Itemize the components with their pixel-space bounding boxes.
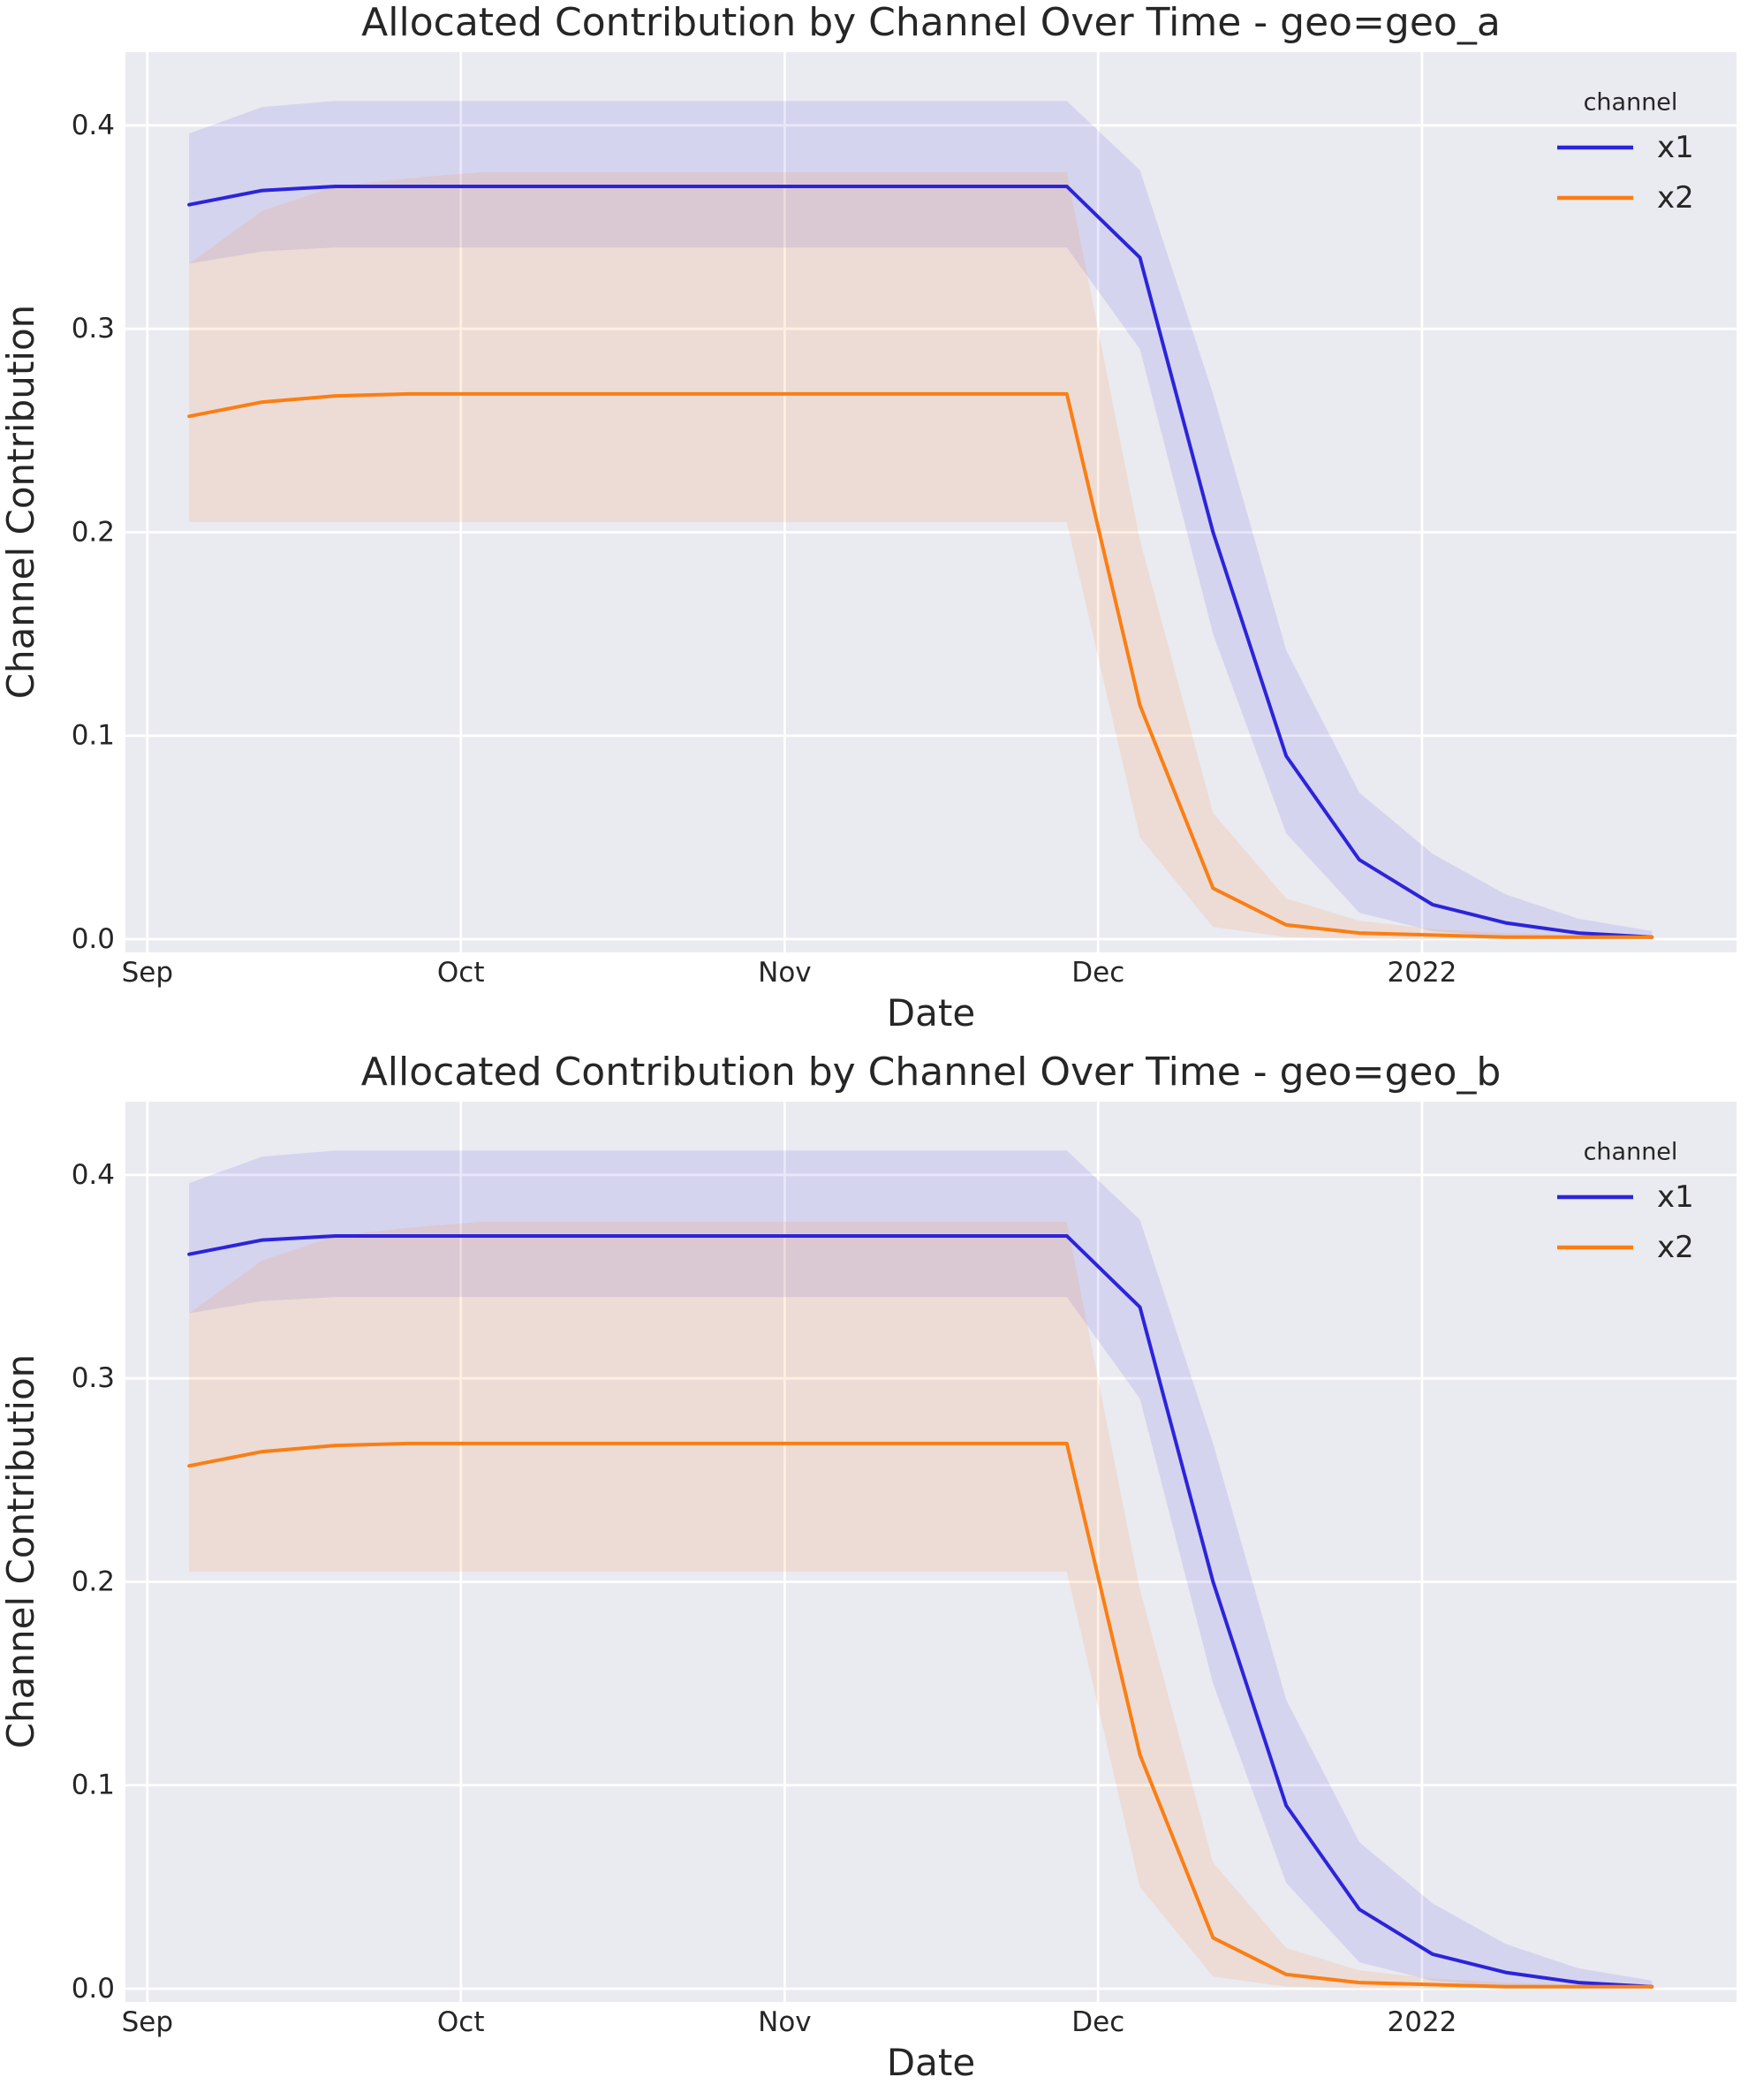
y-tick-label-0.1: 0.1 [72,720,115,752]
series-line-x1 [187,184,1654,939]
series-line-x2 [187,391,1654,939]
y-tick-label-0.4: 0.4 [72,1159,115,1191]
series-line-x2 [187,1441,1654,1989]
grid [125,52,1737,952]
x-tick-label-Oct: Oct [437,2006,485,2038]
y-tick-labels: 0.0 0.1 0.2 0.3 0.4 [72,1159,115,2005]
ci-band-x1 [189,1150,1653,1990]
plot-background [125,1102,1737,2002]
y-tick-label-0.2: 0.2 [72,1566,115,1597]
x-tick-label-Oct: Oct [437,957,485,989]
y-tick-label-0.3: 0.3 [72,313,115,345]
y-tick-label-0.1: 0.1 [72,1770,115,1801]
chart-title: Allocated Contribution by Channel Over T… [361,1050,1502,1095]
grid [125,1102,1737,2002]
x-axis-label: Date [887,2041,975,2084]
x-tick-label-Dec: Dec [1071,957,1124,989]
legend: channel x1 x2 [1557,1139,1694,1265]
chart-geo-a: Sep Oct Nov Dec 2022 0.0 0.1 0.2 0.3 0.4 Allocat… [0,0,1737,1035]
y-axis-label: Channel Contribution [0,305,42,700]
ci-band-x2 [189,171,1653,940]
series-lines [187,1233,1654,1989]
x-tick-label-Sep: Sep [122,957,173,989]
y-tick-label-0.2: 0.2 [72,516,115,548]
ci-band-x2 [189,1221,1653,1990]
x-tick-label-2022: 2022 [1388,957,1457,989]
x-tick-label-Dec: Dec [1071,2006,1124,2038]
legend-label-x2: x2 [1657,180,1694,216]
series-line-x1 [187,1233,1654,1989]
y-tick-label-0.3: 0.3 [72,1362,115,1394]
y-tick-label-0.0: 0.0 [72,1973,115,2005]
y-tick-label-0.0: 0.0 [72,923,115,955]
x-tick-label-Nov: Nov [758,957,812,989]
legend-label-x1: x1 [1657,130,1694,165]
series-lines [187,184,1654,939]
x-tick-labels: Sep Oct Nov Dec 2022 [122,2006,1457,2038]
x-tick-label-Sep: Sep [122,2006,173,2038]
chart-geo-b: Sep Oct Nov Dec 2022 0.0 0.1 0.2 0.3 0.4 Allocat… [0,1050,1737,2084]
chart-title: Allocated Contribution by Channel Over T… [361,0,1501,45]
confidence-bands [189,1150,1653,1990]
legend-title: channel [1584,89,1678,117]
legend: channel x1 x2 [1557,89,1694,216]
y-tick-labels: 0.0 0.1 0.2 0.3 0.4 [72,110,115,955]
y-axis-label: Channel Contribution [0,1354,42,1749]
x-tick-label-2022: 2022 [1388,2006,1457,2038]
x-tick-labels: Sep Oct Nov Dec 2022 [122,957,1457,989]
legend-label-x1: x1 [1657,1179,1694,1215]
legend-label-x2: x2 [1657,1230,1694,1265]
plot-background [125,52,1737,952]
y-tick-label-0.4: 0.4 [72,110,115,141]
x-axis-label: Date [887,991,975,1035]
x-tick-label-Nov: Nov [758,2006,812,2038]
confidence-bands [189,101,1653,940]
legend-title: channel [1584,1139,1678,1166]
ci-band-x1 [189,101,1653,940]
